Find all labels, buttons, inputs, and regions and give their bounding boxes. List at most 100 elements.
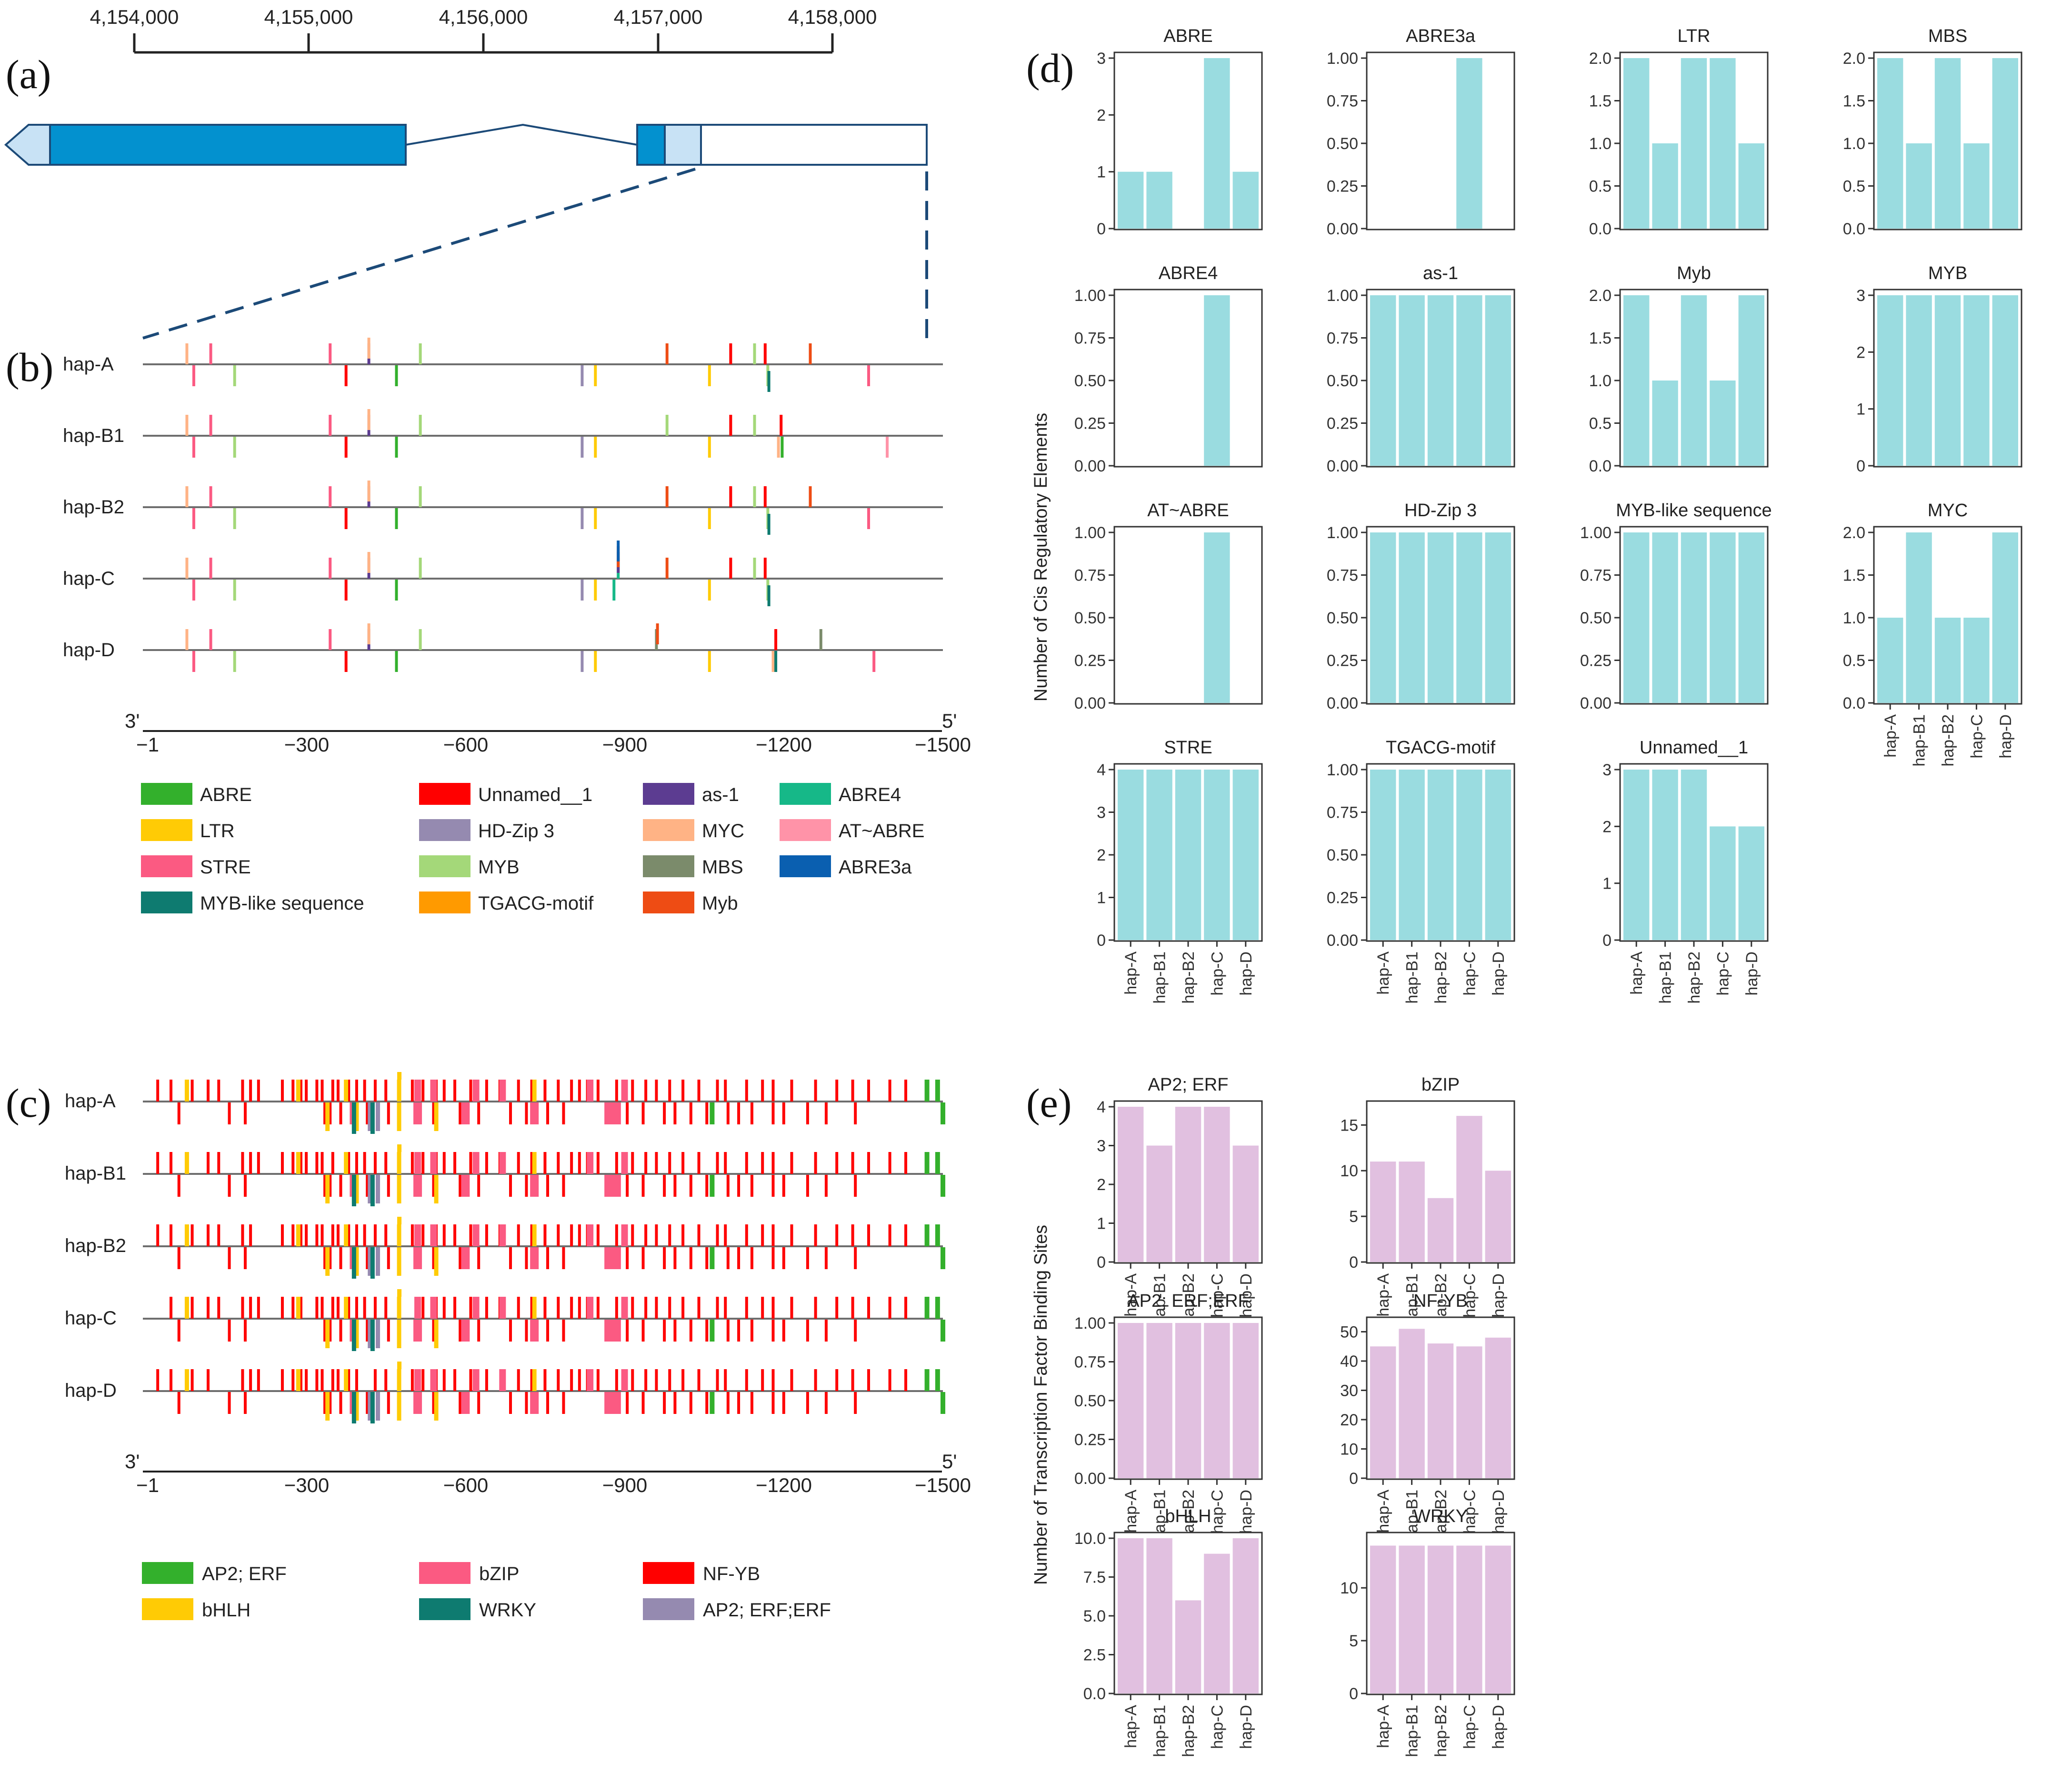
bar: [1877, 295, 1903, 466]
site-nf-yb: [644, 1080, 648, 1102]
bar: [1623, 770, 1650, 940]
site-myb: [419, 415, 422, 436]
site-nf-yb: [631, 1297, 634, 1319]
hap-label: hap-A: [63, 354, 114, 375]
y-tick-label: 5: [1349, 1632, 1358, 1650]
site-nf-yb: [177, 1102, 180, 1124]
site-bhlh: [325, 1247, 330, 1276]
axis-tick-label: −1: [136, 733, 159, 756]
site-ap2-erf: [935, 1152, 940, 1174]
legend-swatch-myb-like: [141, 892, 192, 913]
site-bzip: [587, 1224, 594, 1246]
gene-model: [4, 123, 928, 340]
site-bzip: [414, 1080, 421, 1102]
site-nf-yb: [291, 1224, 295, 1246]
x-tick-label: hap-D: [1997, 714, 2015, 759]
chart-title: HD-Zip 3: [1404, 501, 1477, 521]
site-bhlh: [344, 1369, 349, 1391]
site-nf-yb: [366, 1247, 369, 1269]
y-tick-label: 1: [1097, 163, 1106, 181]
site-bzip: [430, 1224, 437, 1246]
site-nf-yb: [851, 1152, 854, 1174]
y-tick-label: 1.00: [1327, 287, 1358, 305]
site-nf-yb: [663, 1392, 666, 1414]
site-bhlh: [434, 1175, 439, 1203]
site-nf-yb: [835, 1224, 839, 1246]
site-bzip: [587, 1152, 594, 1174]
site-nf-yb: [373, 1080, 377, 1102]
site-nf-yb: [570, 1152, 573, 1174]
y-tick-label: 10: [1340, 1162, 1358, 1180]
site-nf-yb: [631, 1152, 634, 1174]
site-bhlh: [532, 1297, 537, 1319]
site-bzip: [612, 1320, 621, 1342]
site-bzip: [430, 1080, 437, 1102]
site-nf-yb: [477, 1247, 480, 1269]
site-bzip: [604, 1247, 613, 1269]
site-nf-yb: [217, 1297, 220, 1319]
site-bhlh: [184, 1080, 189, 1102]
bar: [1370, 532, 1396, 703]
site-nf-yb: [689, 1247, 692, 1269]
site-myb: [753, 486, 756, 507]
site-nf-yb: [716, 1152, 719, 1174]
bar: [1204, 770, 1230, 940]
site-nf-yb: [570, 1297, 573, 1319]
site-myb: [809, 486, 812, 507]
site-nf-yb: [562, 1102, 565, 1124]
bar: [1485, 770, 1511, 940]
site-nf-yb: [329, 1320, 332, 1342]
bar: [1146, 1145, 1172, 1262]
y-tick-label: 0.5: [1589, 415, 1612, 433]
site-nf-yb: [790, 1152, 793, 1174]
site-nf-yb: [689, 1392, 692, 1414]
site-nf-yb: [745, 1369, 748, 1391]
y-tick-label: 0.75: [1074, 1353, 1106, 1372]
site-bhlh: [296, 1224, 300, 1246]
site-nf-yb: [323, 1102, 327, 1124]
genome-tick-label: 4,156,000: [439, 6, 528, 28]
site-nf-yb: [697, 1224, 701, 1246]
site-ap2-erf: [710, 1320, 715, 1342]
site-nf-yb: [655, 1369, 658, 1391]
site-bhlh: [354, 1247, 359, 1276]
site-nf-yb: [737, 1102, 741, 1124]
site-nf-yb: [854, 1320, 857, 1342]
site-nf-yb: [477, 1320, 480, 1342]
legend-swatch-abre4: [780, 783, 831, 805]
bar: [1963, 618, 1990, 703]
site-nf-yb: [689, 1175, 692, 1197]
legend-label: MBS: [702, 857, 743, 878]
site-ap2-erf: [935, 1080, 940, 1102]
site-hd-zip-3: [581, 508, 584, 529]
site-bzip: [461, 1247, 470, 1269]
site-nf-yb: [453, 1080, 457, 1102]
site-nf-yb: [291, 1369, 295, 1391]
cis-element-tracks: hap-A hap-B1 hap-B2 hap-C hap-D: [63, 338, 943, 672]
site-nf-yb: [790, 1080, 793, 1102]
y-tick-label: 2.0: [1843, 50, 1865, 68]
y-tick-label: 15: [1340, 1116, 1358, 1134]
y-tick-label: 20: [1340, 1411, 1358, 1429]
site-nf-yb: [366, 1392, 369, 1414]
bar: [1992, 295, 2018, 466]
site-bzip: [621, 1080, 628, 1102]
site-bhlh: [296, 1369, 300, 1391]
site-nf-yb: [525, 1392, 528, 1414]
site-bhlh: [354, 1102, 359, 1131]
site-bzip: [621, 1297, 628, 1319]
site-ap2-erf: [710, 1392, 715, 1414]
site-bzip: [604, 1102, 613, 1124]
chart-frame: [1113, 526, 1263, 705]
y-tick-label: 0.00: [1580, 694, 1612, 712]
site-myc: [777, 437, 780, 458]
site-nf-yb: [814, 1224, 817, 1246]
site-bzip: [530, 1320, 539, 1342]
hap-label: hap-B2: [63, 497, 124, 518]
site-nf-yb: [373, 1152, 377, 1174]
site-ap2-erf-erf: [368, 1320, 372, 1348]
site-nf-yb: [655, 1297, 658, 1319]
site-nf-yb: [291, 1152, 295, 1174]
site-bzip: [414, 1369, 421, 1391]
axis-tick-label: −1200: [756, 1474, 812, 1496]
